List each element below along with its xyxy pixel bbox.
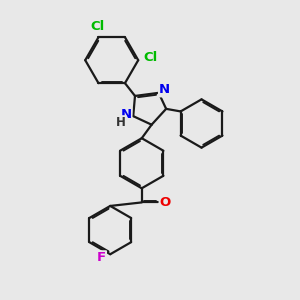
Text: F: F — [97, 251, 106, 264]
Text: O: O — [160, 196, 171, 209]
Text: N: N — [159, 83, 170, 96]
Text: H: H — [116, 116, 126, 129]
Text: Cl: Cl — [90, 20, 104, 33]
Text: N: N — [120, 108, 131, 121]
Text: Cl: Cl — [143, 51, 158, 64]
